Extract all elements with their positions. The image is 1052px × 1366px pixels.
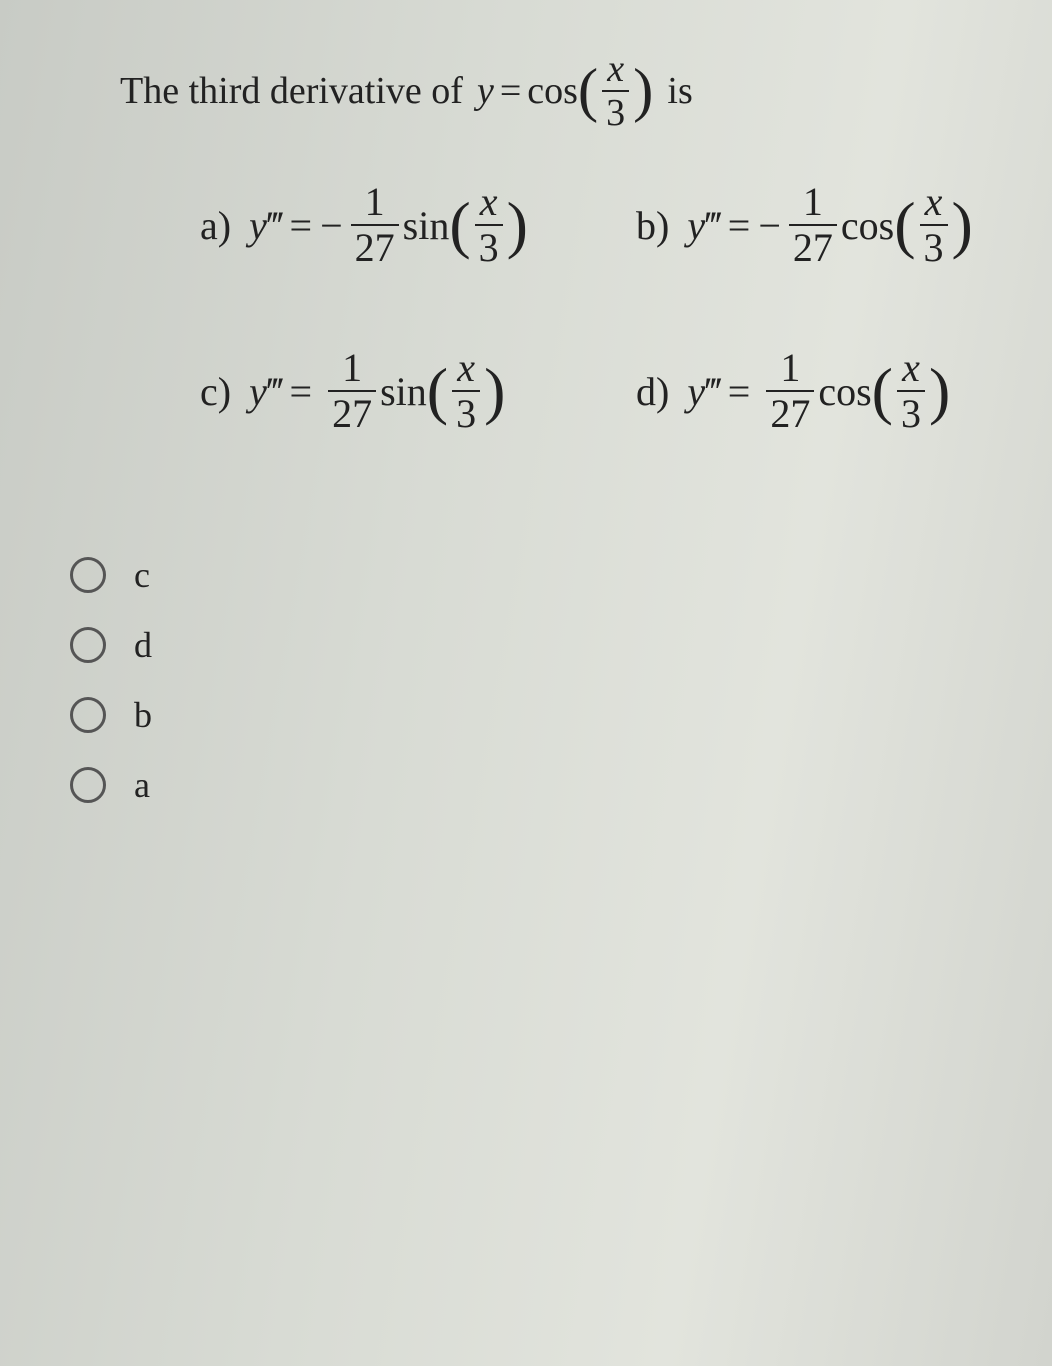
- lparen-icon: (: [449, 196, 470, 254]
- radio-icon[interactable]: [70, 697, 106, 733]
- option-c-formula: y ‴ = 1 27 sin ( x 3 ): [249, 348, 505, 434]
- answer-row-c[interactable]: c: [70, 554, 992, 596]
- answer-list: c d b a: [70, 554, 992, 806]
- rparen-icon: ): [633, 64, 653, 119]
- option-d-func: cos: [818, 368, 871, 415]
- question-formula: y = cos ( x 3 ): [477, 50, 653, 132]
- option-b: b) y ‴ = − 1 27 cos ( x 3 ): [636, 182, 992, 268]
- answer-row-a[interactable]: a: [70, 764, 992, 806]
- answer-label-d: d: [134, 624, 152, 666]
- question-page: The third derivative of y = cos ( x 3 ) …: [0, 0, 1052, 1366]
- option-a-func: sin: [403, 202, 450, 249]
- option-c-label: c): [200, 368, 231, 415]
- question-lead: The third derivative of: [120, 69, 463, 113]
- question-arg-frac: x 3: [602, 50, 629, 132]
- option-a-arg-num: x: [476, 182, 502, 224]
- option-c: c) y ‴ = 1 27 sin ( x 3 ): [200, 348, 556, 434]
- radio-icon[interactable]: [70, 627, 106, 663]
- option-a: a) y ‴ = − 1 27 sin ( x 3 ): [200, 182, 556, 268]
- rparen-icon: ): [929, 362, 950, 420]
- lparen-icon: (: [578, 64, 598, 119]
- option-d-arg-num: x: [898, 348, 924, 390]
- option-a-lhs-var: y: [249, 202, 267, 249]
- option-d-paren: ( x 3 ): [872, 348, 951, 434]
- lparen-icon: (: [894, 196, 915, 254]
- option-c-coef-den: 27: [328, 390, 376, 434]
- option-c-lhs-prime: ‴: [267, 368, 284, 415]
- option-c-coef-num: 1: [338, 348, 366, 390]
- option-d: d) y ‴ = 1 27 cos ( x 3 ): [636, 348, 992, 434]
- lparen-icon: (: [427, 362, 448, 420]
- option-c-arg-num: x: [453, 348, 479, 390]
- answer-label-b: b: [134, 694, 152, 736]
- option-d-equals: =: [728, 368, 751, 415]
- question-tail: is: [667, 69, 692, 113]
- option-a-equals: =: [290, 202, 313, 249]
- option-a-paren: ( x 3 ): [449, 182, 528, 268]
- option-b-label: b): [636, 202, 669, 249]
- option-a-label: a): [200, 202, 231, 249]
- answer-row-d[interactable]: d: [70, 624, 992, 666]
- option-d-coef-den: 27: [766, 390, 814, 434]
- option-a-arg-den: 3: [475, 224, 503, 268]
- option-b-func: cos: [841, 202, 894, 249]
- option-d-coef-num: 1: [776, 348, 804, 390]
- question-stem: The third derivative of y = cos ( x 3 ) …: [120, 50, 992, 132]
- option-b-lhs-var: y: [687, 202, 705, 249]
- option-b-lhs-prime: ‴: [705, 202, 722, 249]
- option-b-arg-num: x: [921, 182, 947, 224]
- option-b-coef-den: 27: [789, 224, 837, 268]
- option-b-arg-frac: x 3: [920, 182, 948, 268]
- option-c-lhs-var: y: [249, 368, 267, 415]
- option-c-arg-den: 3: [452, 390, 480, 434]
- question-arg-den: 3: [602, 90, 629, 132]
- rparen-icon: ): [484, 362, 505, 420]
- option-a-coef-num: 1: [361, 182, 389, 224]
- radio-icon[interactable]: [70, 557, 106, 593]
- option-d-label: d): [636, 368, 669, 415]
- option-a-coef-frac: 1 27: [351, 182, 399, 268]
- option-d-arg-frac: x 3: [897, 348, 925, 434]
- rparen-icon: ): [952, 196, 973, 254]
- option-d-lhs-var: y: [687, 368, 705, 415]
- option-a-sign: −: [320, 202, 343, 249]
- option-a-arg-frac: x 3: [475, 182, 503, 268]
- options-grid: a) y ‴ = − 1 27 sin ( x 3 ): [200, 182, 992, 434]
- option-d-coef-frac: 1 27: [766, 348, 814, 434]
- option-b-sign: −: [758, 202, 781, 249]
- option-c-equals: =: [290, 368, 313, 415]
- option-a-coef-den: 27: [351, 224, 399, 268]
- option-c-arg-frac: x 3: [452, 348, 480, 434]
- option-d-arg-den: 3: [897, 390, 925, 434]
- option-b-arg-den: 3: [920, 224, 948, 268]
- equals-sign: =: [500, 69, 521, 113]
- option-b-equals: =: [728, 202, 751, 249]
- option-b-coef-num: 1: [799, 182, 827, 224]
- question-paren: ( x 3 ): [578, 50, 654, 132]
- answer-label-c: c: [134, 554, 150, 596]
- option-d-formula: y ‴ = 1 27 cos ( x 3 ): [687, 348, 950, 434]
- option-a-formula: y ‴ = − 1 27 sin ( x 3 ): [249, 182, 528, 268]
- radio-icon[interactable]: [70, 767, 106, 803]
- answer-label-a: a: [134, 764, 150, 806]
- option-c-paren: ( x 3 ): [427, 348, 506, 434]
- option-b-formula: y ‴ = − 1 27 cos ( x 3 ): [687, 182, 973, 268]
- answer-row-b[interactable]: b: [70, 694, 992, 736]
- question-var: y: [477, 69, 494, 113]
- option-d-lhs-prime: ‴: [705, 368, 722, 415]
- rparen-icon: ): [507, 196, 528, 254]
- lparen-icon: (: [872, 362, 893, 420]
- question-func: cos: [527, 69, 578, 113]
- question-arg-num: x: [603, 50, 628, 90]
- option-a-lhs-prime: ‴: [267, 202, 284, 249]
- option-b-paren: ( x 3 ): [894, 182, 973, 268]
- option-b-coef-frac: 1 27: [789, 182, 837, 268]
- option-c-func: sin: [380, 368, 427, 415]
- option-c-coef-frac: 1 27: [328, 348, 376, 434]
